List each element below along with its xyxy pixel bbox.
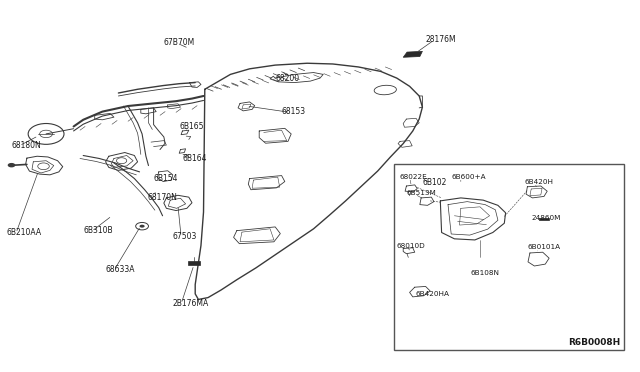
Text: 6B0101A: 6B0101A <box>528 244 561 250</box>
Text: 6B154: 6B154 <box>154 174 178 183</box>
Text: R6B0008H: R6B0008H <box>568 338 621 347</box>
Bar <box>394 164 624 350</box>
Polygon shape <box>188 261 200 265</box>
Text: 68170N: 68170N <box>147 193 177 202</box>
Text: 2B176MA: 2B176MA <box>173 299 209 308</box>
Text: 68180N: 68180N <box>12 141 41 150</box>
Text: 68010D: 68010D <box>397 243 426 248</box>
Text: 6B513M: 6B513M <box>406 190 436 196</box>
Text: 6B600+A: 6B600+A <box>451 174 486 180</box>
Text: 28176M: 28176M <box>426 35 456 44</box>
Text: 6B210AA: 6B210AA <box>6 228 42 237</box>
Circle shape <box>140 225 145 228</box>
Text: 67503: 67503 <box>173 232 197 241</box>
Circle shape <box>8 163 15 167</box>
Text: 68200: 68200 <box>275 74 300 83</box>
Text: 67B70M: 67B70M <box>163 38 195 47</box>
Text: 68633A: 68633A <box>106 265 135 274</box>
Text: 6B420HA: 6B420HA <box>416 291 450 297</box>
Text: 68153: 68153 <box>282 107 306 116</box>
Text: 6B420H: 6B420H <box>525 179 554 185</box>
Polygon shape <box>539 218 549 220</box>
Text: 6B164: 6B164 <box>182 154 207 163</box>
Text: 6B108N: 6B108N <box>470 270 499 276</box>
Text: 24860M: 24860M <box>531 215 561 221</box>
Text: 6B102: 6B102 <box>422 178 447 187</box>
Text: 6B165: 6B165 <box>179 122 204 131</box>
Text: 68022E: 68022E <box>400 174 428 180</box>
Text: 6B310B: 6B310B <box>83 226 113 235</box>
Polygon shape <box>403 51 422 57</box>
